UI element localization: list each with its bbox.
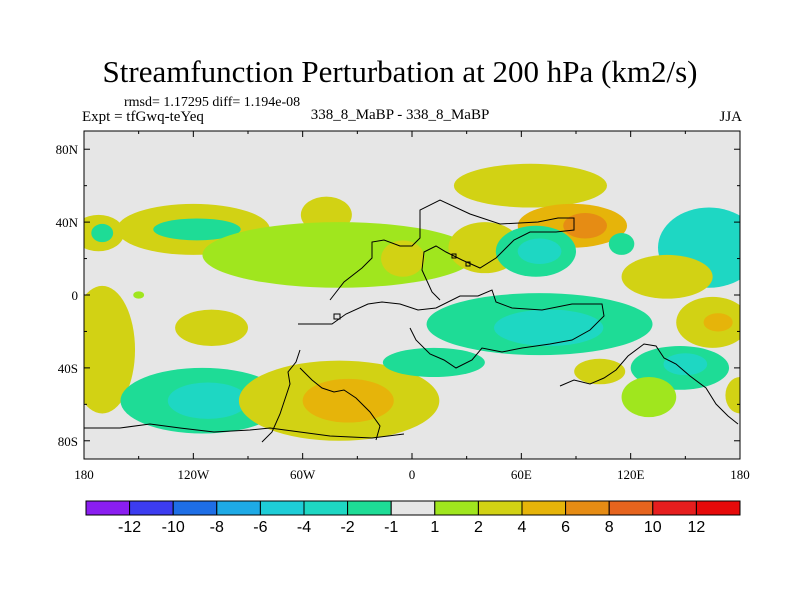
x-tick-label: 120W	[177, 467, 210, 482]
x-tick-label: 60E	[511, 467, 532, 482]
colorbar-label: -6	[253, 519, 267, 536]
colorbar-label: -10	[162, 519, 185, 536]
colorbar-swatch	[85, 500, 131, 516]
y-tick-label: 80N	[56, 142, 79, 157]
colorbar-swatch	[390, 500, 436, 516]
coastline-antarctic-peninsula	[299, 367, 381, 441]
colorbar-label: 6	[561, 519, 570, 536]
anomaly-cell-22	[87, 360, 125, 405]
y-tick-label: 40N	[56, 215, 79, 230]
colorbar-label: -12	[118, 519, 141, 536]
colorbar-label: 10	[644, 519, 662, 536]
anomaly-cell-29	[574, 358, 626, 385]
colorbar-label: -2	[340, 519, 354, 536]
rmsd-diff-stats: rmsd= 1.17295 diff= 1.194e-08	[124, 95, 301, 110]
experiment-label: Expt = tfGwq-teYeq	[82, 109, 204, 125]
anomaly-cell-11	[563, 213, 607, 239]
colorbar: -12 -10 -8 -6 -4 -2 -1 1 2 4 6 8 10 12	[85, 500, 741, 536]
anomaly-cell-6	[381, 240, 425, 277]
anomaly-cell-28	[382, 347, 485, 377]
x-tick-label: 0	[409, 467, 416, 482]
colorbar-swatch	[434, 500, 479, 516]
anomaly-cell-7	[133, 291, 145, 299]
anomaly-cell-5	[202, 222, 476, 288]
anomaly-cell-25	[167, 382, 249, 419]
x-tick-label: 180	[74, 467, 94, 482]
x-axis: 180 120W 60W 0 60E 120E 180	[74, 131, 750, 482]
colorbar-label: -1	[384, 519, 398, 536]
y-tick-label: 40S	[58, 361, 78, 376]
anomaly-cell-9	[453, 163, 607, 208]
colorbar-label: -4	[297, 519, 311, 536]
colorbar-label: 1	[430, 519, 439, 536]
colorbar-swatch	[129, 500, 174, 516]
x-tick-label: 180	[730, 467, 750, 482]
colorbar-label: -8	[210, 519, 224, 536]
anomaly-cell-18	[494, 309, 604, 347]
anomaly-cell-16	[621, 254, 713, 299]
coastline-island-2	[451, 253, 457, 259]
colorbar-label: 8	[605, 519, 614, 536]
anomaly-cell-1	[91, 223, 114, 243]
coastline-antarctica	[84, 423, 405, 439]
y-tick-label: 0	[72, 288, 79, 303]
x-tick-label: 120E	[617, 467, 645, 482]
colorbar-label: 2	[474, 519, 483, 536]
colorbar-swatch	[608, 500, 654, 516]
colorbar-swatch	[172, 500, 218, 516]
colorbar-swatch	[259, 500, 305, 516]
season-label: JJA	[719, 109, 742, 125]
anomaly-cell-23	[175, 309, 248, 347]
y-tick-label: 80S	[58, 434, 78, 449]
coastline-island-3	[465, 261, 471, 267]
colorbar-swatch	[347, 500, 392, 516]
anomaly-cell-20	[703, 313, 733, 332]
y-axis: 80N 40N 0 40S 80S	[56, 142, 740, 449]
anomaly-cell-33	[725, 377, 740, 414]
colorbar-swatch	[477, 500, 523, 516]
anomaly-cell-14	[608, 233, 635, 255]
chart-title: Streamfunction Perturbation at 200 hPa (…	[102, 54, 698, 89]
colorbar-label: 4	[518, 519, 527, 536]
anomaly-cell-27	[302, 378, 394, 423]
colorbar-swatch	[695, 500, 741, 516]
coastline-europe-africa	[298, 289, 605, 369]
anomaly-layer	[84, 163, 740, 441]
coastline-southern-continent	[559, 343, 739, 425]
colorbar-swatch	[565, 500, 610, 516]
anomaly-cell-13	[517, 238, 562, 265]
coastline-south-america	[261, 349, 301, 443]
case-label: 338_8_MaBP - 338_8_MaBP	[310, 107, 490, 123]
colorbar-swatch	[216, 500, 261, 516]
coastlines	[84, 199, 739, 443]
anomaly-cell-31	[663, 353, 708, 376]
colorbar-label: 12	[688, 519, 706, 536]
anomaly-cell-32	[621, 377, 677, 418]
colorbar-swatch	[652, 500, 697, 516]
coastline-north-america	[329, 199, 575, 301]
x-tick-label: 60W	[290, 467, 316, 482]
anomaly-cell-3	[153, 218, 241, 241]
colorbar-swatch	[521, 500, 567, 516]
colorbar-swatch	[303, 500, 349, 516]
coastline-island-1	[333, 313, 341, 320]
